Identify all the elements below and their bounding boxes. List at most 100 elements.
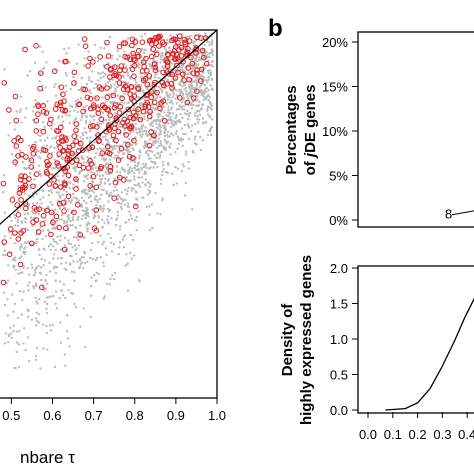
background-point	[17, 272, 20, 275]
background-point	[80, 116, 84, 119]
highlighted-point	[59, 107, 66, 113]
panel-b-bottom-plot-frame	[357, 265, 474, 414]
background-point	[116, 198, 119, 201]
background-point	[109, 191, 113, 194]
background-point	[92, 118, 96, 122]
background-point	[165, 102, 169, 105]
background-point	[35, 192, 38, 196]
highlighted-point	[125, 141, 131, 148]
background-point	[151, 124, 154, 128]
background-point	[169, 34, 172, 37]
background-point	[206, 81, 209, 84]
background-point	[143, 130, 146, 133]
background-point	[18, 257, 21, 260]
background-point	[39, 367, 42, 370]
highlighted-point	[73, 127, 79, 134]
background-point	[10, 153, 14, 156]
background-point	[93, 156, 97, 159]
background-point	[163, 127, 166, 130]
highlighted-point	[33, 217, 40, 223]
background-point	[89, 315, 92, 319]
background-point	[39, 139, 42, 142]
highlighted-point	[87, 183, 93, 189]
background-point	[54, 279, 57, 283]
background-point	[15, 110, 18, 113]
background-point	[62, 189, 66, 192]
highlighted-point	[126, 154, 133, 160]
background-point	[35, 237, 39, 241]
background-point	[27, 241, 30, 244]
background-point	[111, 274, 114, 277]
background-point	[2, 253, 5, 257]
background-point	[101, 210, 105, 213]
background-point	[45, 331, 48, 335]
background-point	[45, 61, 48, 64]
highlighted-point	[156, 34, 162, 41]
background-point	[35, 311, 39, 314]
highlighted-point	[104, 85, 110, 91]
background-point	[94, 166, 98, 169]
background-point	[74, 153, 78, 156]
background-point	[126, 190, 129, 193]
highlighted-point	[51, 68, 58, 74]
highlighted-point	[79, 147, 86, 153]
background-point	[4, 253, 7, 257]
background-point	[14, 268, 17, 272]
background-point	[69, 110, 72, 113]
background-point	[62, 283, 66, 286]
highlighted-point	[70, 142, 76, 149]
background-point	[52, 267, 56, 270]
background-point	[181, 69, 185, 72]
background-point	[89, 294, 93, 297]
background-point	[146, 193, 149, 196]
highlighted-point	[172, 44, 179, 51]
background-point	[97, 71, 100, 75]
background-point	[165, 38, 169, 42]
background-point	[199, 108, 203, 111]
background-point	[100, 122, 103, 126]
background-point	[101, 242, 104, 246]
highlighted-point	[60, 91, 66, 98]
background-point	[168, 46, 171, 49]
background-point	[178, 82, 181, 86]
background-point	[32, 286, 36, 290]
background-point	[51, 203, 54, 206]
background-point	[37, 150, 40, 153]
background-point	[75, 62, 78, 65]
background-point	[61, 174, 64, 177]
background-point	[206, 109, 209, 112]
background-point	[8, 122, 12, 125]
background-point	[93, 86, 96, 90]
background-point	[53, 365, 57, 369]
background-point	[165, 91, 168, 95]
background-point	[71, 152, 75, 155]
highlighted-point	[87, 157, 93, 164]
background-point	[186, 96, 189, 99]
highlighted-point	[78, 140, 84, 147]
background-point	[32, 195, 35, 198]
background-point	[41, 120, 45, 124]
background-point	[60, 248, 63, 252]
background-point	[177, 108, 180, 111]
highlighted-point	[120, 177, 127, 183]
highlighted-point	[119, 95, 125, 102]
background-point	[59, 234, 62, 238]
highlighted-point	[85, 63, 91, 69]
background-point	[141, 162, 145, 166]
background-point	[35, 300, 38, 303]
background-point	[89, 114, 92, 117]
background-point	[130, 170, 134, 173]
highlighted-point	[115, 157, 122, 163]
background-point	[34, 282, 38, 285]
background-point	[27, 289, 30, 292]
background-point	[52, 240, 56, 243]
highlighted-point	[53, 213, 60, 220]
background-point	[76, 181, 80, 184]
background-point	[158, 154, 162, 157]
background-point	[195, 79, 198, 82]
background-point	[55, 191, 59, 194]
background-point	[44, 279, 47, 283]
background-point	[148, 62, 151, 66]
background-point	[93, 273, 96, 277]
background-point	[180, 137, 183, 140]
